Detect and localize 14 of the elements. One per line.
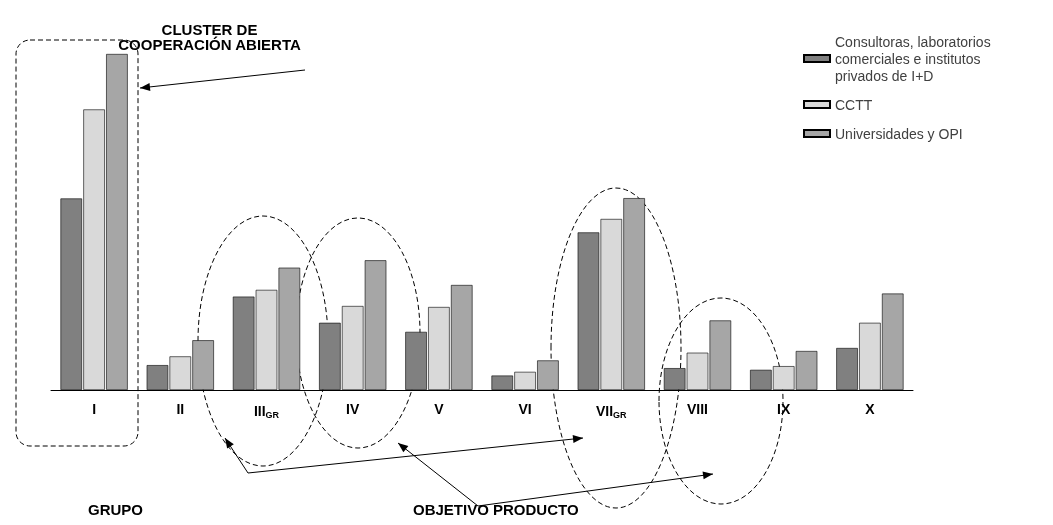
x-tick-label: IV xyxy=(346,401,360,417)
x-tick-label: I xyxy=(92,401,97,417)
x-tick-label: II xyxy=(176,401,185,417)
text: OBJETIVO PRODUCTO xyxy=(412,501,579,518)
x-tick-label: IX xyxy=(777,401,791,417)
x-tick-label: VI xyxy=(518,401,532,417)
x-tick-label: X xyxy=(865,401,876,417)
legend-label: Consultoras, laboratorios comerciales e institutos privados de I+D xyxy=(835,33,995,84)
text: CLUSTER DE COOPERACIÓN ABIERTA xyxy=(118,21,301,53)
x-tick-label: VIII xyxy=(686,401,709,417)
legend-label: Universidades y OPI xyxy=(835,125,963,142)
text: GRUPO xyxy=(87,501,144,518)
legend-label: CCTT xyxy=(835,96,873,113)
x-tick-label: V xyxy=(434,401,445,417)
